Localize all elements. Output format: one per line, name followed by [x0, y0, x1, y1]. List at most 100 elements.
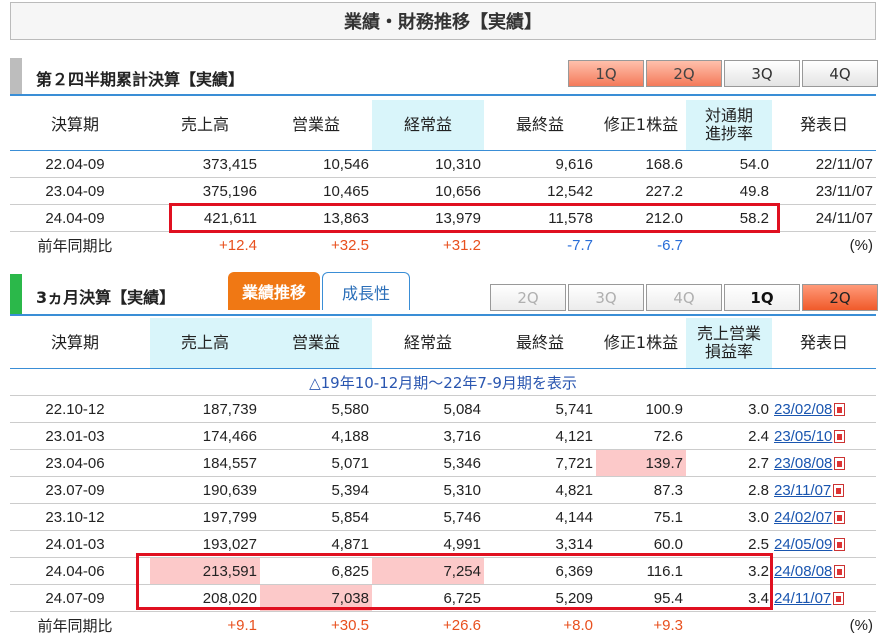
cell-eps: 212.0 [645, 209, 683, 227]
pdf-icon[interactable] [834, 510, 846, 524]
cell-date: 24/11/07 [815, 209, 873, 227]
page-title: 業績・財務推移【実績】 [10, 2, 876, 40]
date-link[interactable]: 23/02/08 [774, 400, 833, 418]
cell-date[interactable]: 23/11/07 [772, 477, 876, 503]
cell-period: 23.07-09 [45, 481, 105, 499]
table-row: 23.04-06 184,557 5,071 5,346 7,721 139.7 2.7 23… [10, 450, 876, 477]
cell-operating: 5,854 [331, 508, 369, 526]
cell-eps: 227.2 [645, 182, 683, 200]
cell-date[interactable]: 24/05/09 [772, 531, 876, 557]
cell-net: 5,741 [555, 400, 593, 418]
table-row: 23.10-12 197,799 5,854 5,746 4,144 75.1 3.0 24/… [10, 504, 876, 531]
date-link[interactable]: 24/05/09 [774, 535, 833, 553]
tab-2q-current[interactable]: 2Q [802, 284, 878, 311]
tab-2q[interactable]: 2Q [646, 60, 722, 87]
cell-sales: 375,196 [202, 182, 257, 200]
cell-progress: 54.0 [739, 155, 769, 173]
yoy-label: 前年同期比 [37, 237, 113, 255]
notice-rule [10, 395, 876, 396]
cell-margin: 3.4 [748, 589, 769, 607]
cell-ordinary: 10,656 [435, 182, 481, 200]
cell-ordinary: 4,991 [443, 535, 481, 553]
cell-ordinary: 5,346 [443, 454, 481, 472]
cell-date[interactable]: 24/08/08 [772, 558, 876, 584]
cell-date[interactable]: 24/11/07 [772, 585, 876, 611]
col-net: 最終益 [515, 332, 564, 352]
tab-1q[interactable]: 1Q [724, 284, 800, 311]
yoy-eps: +9.3 [653, 616, 683, 634]
col-eps: 修正1株益 [603, 114, 679, 134]
yoy-row: 前年同期比 +12.4 +32.5 +31.2 -7.7 -6.7 (%) [10, 232, 876, 259]
cell-eps: 60.0 [653, 535, 683, 553]
cell-sales: 193,027 [202, 535, 257, 553]
cell-period: 23.01-03 [45, 427, 105, 445]
cell-date[interactable]: 23/08/08 [772, 450, 876, 476]
yoy-sales: +12.4 [219, 236, 257, 254]
date-link[interactable]: 24/02/07 [774, 508, 833, 526]
cell-operating: 10,465 [323, 182, 369, 200]
pdf-icon[interactable] [834, 402, 846, 416]
pdf-icon[interactable] [833, 483, 845, 497]
cell-ordinary: 5,310 [443, 481, 481, 499]
cell-net: 12,542 [547, 182, 593, 200]
cell-sales: 184,557 [202, 454, 257, 472]
cell-operating: 5,580 [331, 400, 369, 418]
cell-period: 23.10-12 [45, 508, 105, 526]
cell-date[interactable]: 24/02/07 [772, 504, 876, 530]
section-bar [10, 58, 22, 94]
cell-operating: 5,394 [331, 481, 369, 499]
yoy-sales: +9.1 [227, 616, 257, 634]
tab-growth[interactable]: 成長性 [322, 272, 410, 310]
tab-3q[interactable]: 3Q [724, 60, 800, 87]
date-link[interactable]: 23/05/10 [774, 427, 833, 445]
tab-3q[interactable]: 3Q [568, 284, 644, 311]
table-row: 24.07-09 208,020 7,038 6,725 5,209 95.4 3.4 24/… [10, 585, 876, 612]
col-ordinary: 経常益 [372, 100, 484, 150]
date-link[interactable]: 23/08/08 [774, 454, 833, 472]
cell-ordinary: 7,254 [372, 558, 484, 584]
col-date: 発表日 [799, 332, 848, 352]
cell-net: 4,821 [555, 481, 593, 499]
col-net: 最終益 [515, 114, 564, 134]
tab-2q-prev[interactable]: 2Q [490, 284, 566, 311]
tab-1q[interactable]: 1Q [568, 60, 644, 87]
col-period: 決算期 [50, 332, 99, 352]
pdf-icon[interactable] [834, 429, 846, 443]
date-link[interactable]: 24/08/08 [774, 562, 833, 580]
col-eps: 修正1株益 [603, 332, 679, 352]
cell-eps: 75.1 [653, 508, 683, 526]
yoy-operating: +30.5 [331, 616, 369, 634]
cell-margin: 3.0 [748, 400, 769, 418]
cumulative-quarter-tabs: 1Q 2Q 3Q 4Q [566, 60, 878, 87]
date-link[interactable]: 24/11/07 [774, 589, 832, 607]
pdf-icon[interactable] [834, 456, 846, 470]
col-operating: 営業益 [260, 318, 372, 368]
cell-period: 24.04-09 [45, 209, 105, 227]
cell-period: 22.04-09 [45, 155, 105, 173]
cell-progress: 49.8 [739, 182, 769, 200]
table-row: 24.04-09 421,611 13,863 13,979 11,578 21… [10, 205, 876, 232]
cell-date[interactable]: 23/02/08 [772, 396, 876, 422]
header-rule [10, 150, 876, 151]
col-operating: 営業益 [291, 114, 340, 134]
cell-period: 24.01-03 [45, 535, 105, 553]
pdf-icon[interactable] [833, 591, 845, 605]
col-progress: 対通期 進捗率 [686, 100, 772, 150]
cell-date: 22/11/07 [815, 155, 873, 173]
pdf-icon[interactable] [834, 537, 846, 551]
cumulative-title: 第２四半期累計決算【実績】 [36, 70, 245, 89]
tab-performance[interactable]: 業績推移 [228, 272, 320, 310]
tab-4q[interactable]: 4Q [646, 284, 722, 311]
cell-ordinary: 5,746 [443, 508, 481, 526]
cell-progress: 58.2 [739, 209, 769, 227]
tab-4q[interactable]: 4Q [802, 60, 878, 87]
quarterly-section-header: 3ヵ月決算【実績】 業績推移 成長性 2Q 3Q 4Q 1Q 2Q [10, 272, 878, 316]
date-link[interactable]: 23/11/07 [774, 481, 832, 499]
pdf-icon[interactable] [834, 564, 846, 578]
cell-date[interactable]: 23/05/10 [772, 423, 876, 449]
show-older-link[interactable]: △19年10-12月期～22年7-9月期を表示 [10, 370, 876, 394]
table-row: 23.04-09 375,196 10,465 10,656 12,542 22… [10, 178, 876, 205]
cell-ordinary: 10,310 [435, 155, 481, 173]
cell-ordinary: 5,084 [443, 400, 481, 418]
col-period: 決算期 [50, 114, 99, 134]
